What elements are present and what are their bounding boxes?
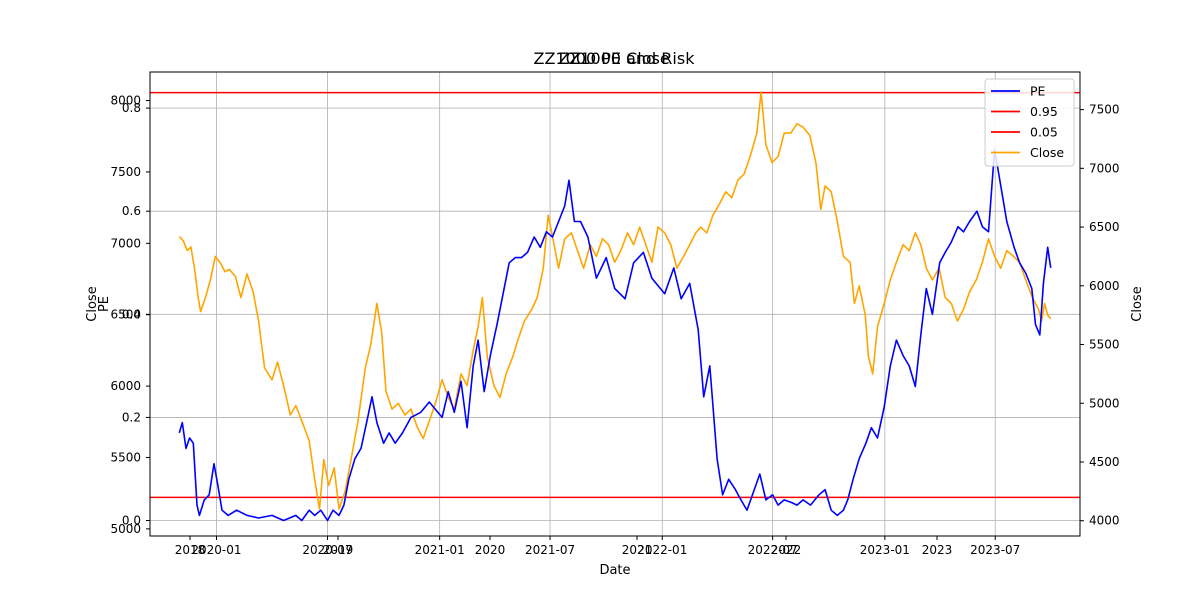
pe-chart-title: ZZ1000 PE and Risk [534, 49, 696, 68]
close-right-axis-title: Close [1130, 286, 1145, 321]
x-tick-label-7: 2023-07 [970, 543, 1020, 557]
x-tick-label-4: 2022-01 [637, 543, 687, 557]
close-right-tick-label-4: 6000 [1089, 279, 1120, 293]
year-tick-label-5: 2023 [922, 543, 953, 557]
year-tick-label-2: 2020 [475, 543, 506, 557]
x-tick-label-2: 2021-01 [415, 543, 465, 557]
x-tick-label-3: 2021-07 [525, 543, 575, 557]
year-tick-label-0: 2018 [175, 543, 206, 557]
pe-tick-label-4: 0.8 [122, 101, 141, 115]
series-line-pe [178, 148, 1052, 522]
close-right-tick-label-0: 4000 [1089, 514, 1120, 528]
close-left-axis-title: Close [85, 286, 100, 321]
axis-ticks: 2020-01 2020-07 2021-01 2021-07 2022-01 2022-… [110, 94, 1119, 557]
x-axis-title: Date [599, 563, 630, 578]
legend-label-1: 0.95 [1030, 104, 1058, 119]
close-left-tick-label-0: 5000 [110, 522, 141, 536]
close-right-tick-label-1: 4500 [1089, 455, 1120, 469]
close-left-tick-label-5: 7500 [110, 165, 141, 179]
pe-tick-label-0: 0.0 [122, 514, 141, 528]
close-right-tick-label-7: 7500 [1089, 103, 1120, 117]
x-tick-label-5: 2022-07 [748, 543, 798, 557]
year-tick-label-3: 2021 [622, 543, 653, 557]
year-tick-label-4: 2022 [771, 543, 802, 557]
threshold-lines [150, 91, 1080, 499]
legend: PE 0.95 0.05 Close [984, 78, 1075, 167]
x-tick-label-1: 2020-07 [302, 543, 352, 557]
x-tick-label-6: 2023-01 [860, 543, 910, 557]
grid-lines [150, 72, 1080, 536]
close-right-tick-label-6: 7000 [1089, 161, 1120, 175]
legend-label-3: Close [1030, 145, 1064, 160]
legend-box [984, 78, 1075, 167]
pe-axis-title: PE [97, 296, 112, 312]
close-left-tick-label-3: 6500 [110, 308, 141, 322]
close-left-tick-label-6: 8000 [110, 94, 141, 108]
year-tick-label-1: 2019 [323, 543, 354, 557]
close-left-tick-label-1: 5500 [110, 450, 141, 464]
close-right-tick-label-3: 5500 [1089, 338, 1120, 352]
close-chart-title: ZZ1000 Close [558, 49, 669, 68]
close-left-tick-label-4: 7000 [110, 236, 141, 250]
pe-tick-label-1: 0.2 [122, 410, 141, 424]
close-right-tick-label-5: 6500 [1089, 220, 1120, 234]
pe-tick-label-2: 0.4 [122, 307, 141, 321]
x-tick-label-0: 2020-01 [191, 543, 241, 557]
plot-frame [149, 71, 1081, 537]
legend-label-2: 0.05 [1030, 125, 1058, 140]
legend-label-0: PE [1030, 84, 1046, 99]
close-right-tick-label-2: 5000 [1089, 396, 1120, 410]
pe-tick-label-3: 0.6 [122, 204, 141, 218]
series-lines [178, 91, 1052, 522]
series-line-close [178, 91, 1052, 510]
close-left-tick-label-2: 6000 [110, 379, 141, 393]
